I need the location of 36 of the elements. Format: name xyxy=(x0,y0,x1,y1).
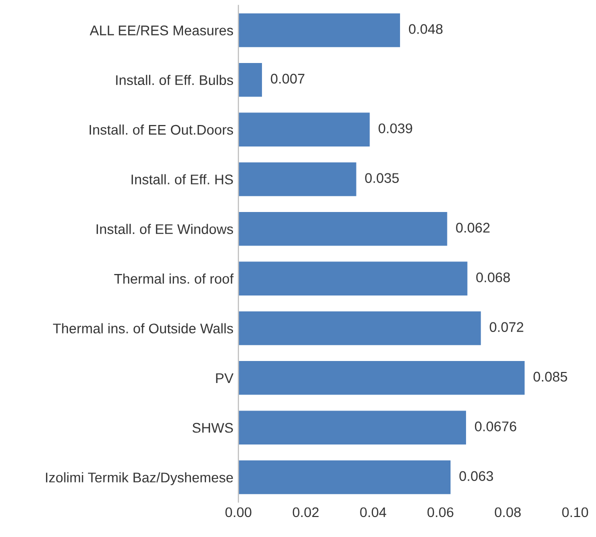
data-label: 0.007 xyxy=(270,74,304,84)
data-label: 0.085 xyxy=(534,372,568,382)
data-label: 0.063 xyxy=(459,471,494,481)
bar xyxy=(238,361,525,395)
y-tick-label: Izolimi Termik Baz/Dyshemese xyxy=(46,472,233,486)
bar xyxy=(238,162,356,196)
x-tick-label: 0.00 xyxy=(225,507,252,518)
y-tick-label: Install. of EE Windows xyxy=(96,224,234,234)
data-label: 0.0676 xyxy=(474,421,516,432)
x-tick-label: 0.04 xyxy=(360,507,386,518)
y-tick-label: Install. of Eff. Bulbs xyxy=(116,74,234,86)
bar xyxy=(238,212,448,246)
y-tick-label: Install. of Eff. HS xyxy=(132,174,233,184)
bar xyxy=(238,112,370,146)
data-label: 0.048 xyxy=(408,24,443,34)
data-label: 0.072 xyxy=(490,322,524,332)
data-label: 0.068 xyxy=(476,272,510,282)
x-tick-label: 0.06 xyxy=(427,507,454,518)
y-tick-label: PV xyxy=(216,373,234,383)
bar xyxy=(238,410,466,444)
y-tick-label: Install. of EE Out.Doors xyxy=(90,124,234,135)
x-tick-label: 0.08 xyxy=(494,507,521,518)
data-label: 0.062 xyxy=(456,222,490,233)
x-tick-label: 0.02 xyxy=(292,507,319,518)
y-tick-label: Thermal ins. of roof xyxy=(114,274,234,284)
bar xyxy=(238,62,262,97)
bar xyxy=(238,311,481,346)
x-tick-label: 0.10 xyxy=(562,507,588,518)
data-label: 0.039 xyxy=(378,123,412,134)
bar xyxy=(238,262,468,296)
bar xyxy=(238,13,400,48)
data-label: 0.035 xyxy=(365,173,399,183)
y-tick-label: SHWS xyxy=(192,422,233,433)
bar xyxy=(238,460,451,494)
y-tick-label: Thermal ins. of Outside Walls xyxy=(53,323,234,334)
y-tick-label: ALL EE/RES Measures xyxy=(90,25,234,36)
